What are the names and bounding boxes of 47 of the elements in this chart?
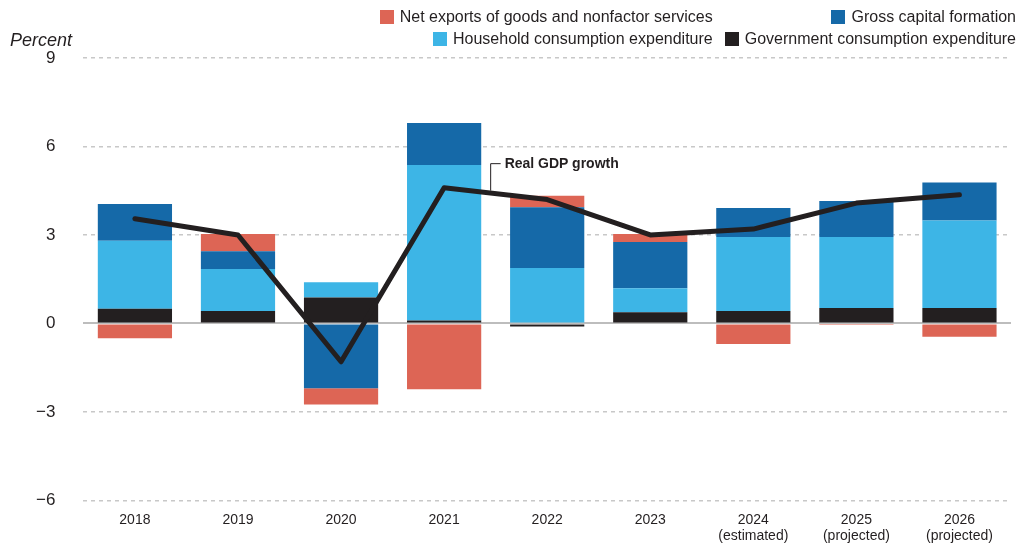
bar — [97, 240, 173, 309]
bar — [922, 324, 997, 337]
bar — [922, 308, 997, 323]
y-tick-label: −6 — [35, 490, 56, 510]
x-tick-label: 2022 — [531, 510, 563, 527]
bar — [510, 207, 585, 268]
bar — [613, 312, 688, 323]
legend-label: Household consumption expenditure — [453, 30, 713, 48]
x-tick-label: 2024 (estimated) — [718, 510, 789, 544]
x-tick-label: 2023 — [634, 510, 667, 527]
bar — [819, 308, 894, 323]
bar — [200, 311, 276, 323]
bar — [716, 324, 791, 345]
bar — [819, 237, 894, 309]
bar — [303, 324, 379, 389]
bar — [716, 311, 791, 323]
legend-label: Gross capital formation — [851, 8, 1016, 26]
x-tick-label: 2025 (projected) — [822, 510, 890, 544]
bar — [613, 288, 688, 313]
legend-label: Net exports of goods and nonfactor services — [399, 8, 713, 26]
x-tick-label: 2026 (projected) — [926, 510, 993, 544]
bar — [613, 242, 688, 289]
x-tick-label: 2018 — [119, 510, 151, 527]
bar — [200, 268, 276, 312]
y-tick-label: 6 — [45, 136, 56, 156]
x-tick-label: 2019 — [222, 510, 254, 527]
series-label: Real GDP growth — [504, 154, 619, 171]
bar — [97, 203, 173, 241]
x-tick-label: 2021 — [428, 510, 460, 527]
bar — [97, 324, 173, 339]
bar — [716, 237, 791, 312]
bar — [303, 388, 379, 405]
y-tick-label: 0 — [45, 313, 56, 333]
bar — [922, 220, 997, 309]
bar — [407, 324, 482, 390]
bar — [922, 182, 997, 221]
bar — [303, 297, 379, 323]
bar — [407, 122, 482, 166]
bar — [510, 267, 585, 323]
bar — [97, 308, 173, 323]
x-tick-label: 2020 — [325, 510, 357, 527]
legend-label: Government consumption expenditure — [744, 30, 1016, 48]
y-tick-label: 3 — [45, 224, 56, 244]
bar — [407, 165, 482, 321]
bar — [200, 251, 276, 269]
y-tick-label: −3 — [35, 401, 56, 421]
bar — [303, 282, 379, 298]
